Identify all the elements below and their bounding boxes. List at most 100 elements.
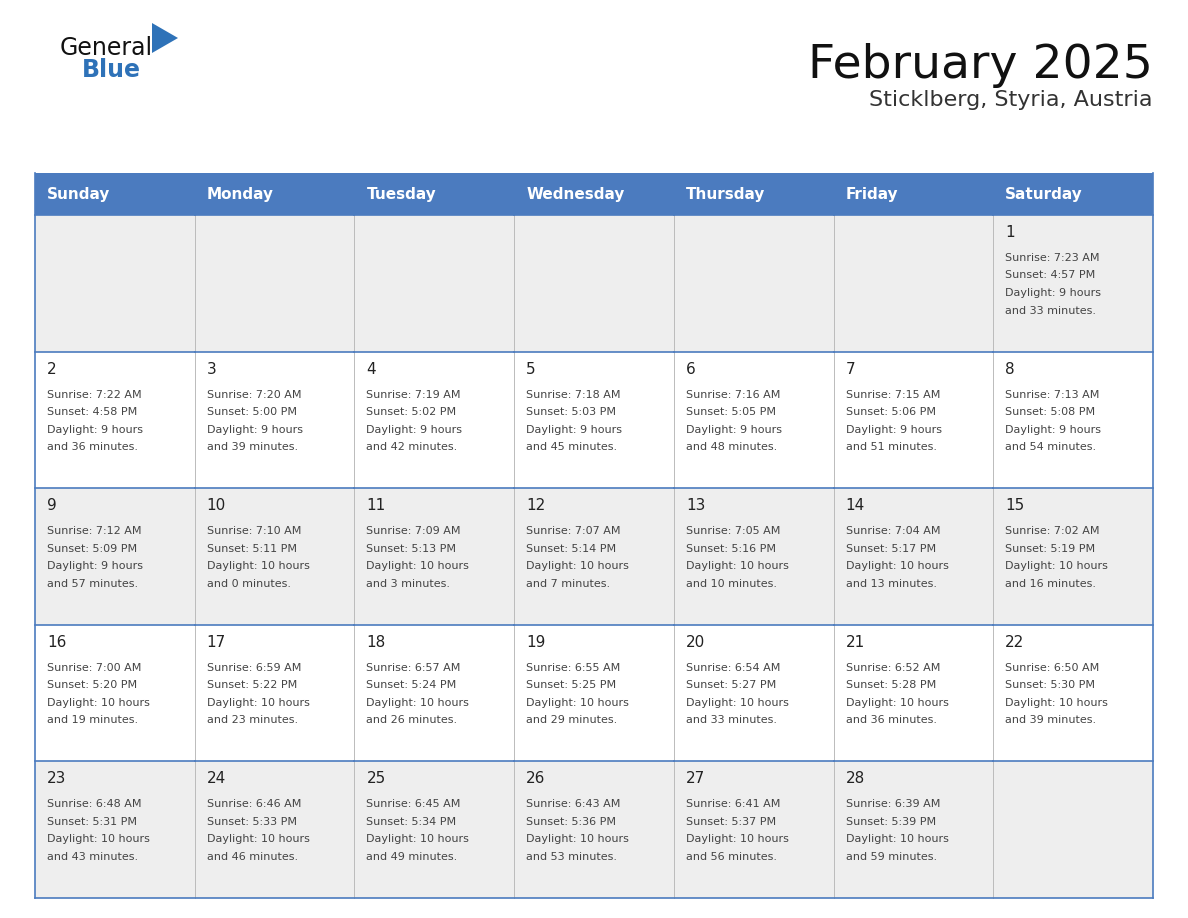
Text: Daylight: 10 hours: Daylight: 10 hours [207, 834, 310, 845]
Text: Daylight: 10 hours: Daylight: 10 hours [685, 834, 789, 845]
Text: Saturday: Saturday [1005, 186, 1083, 201]
Bar [354, 352, 514, 488]
Text: Daylight: 10 hours: Daylight: 10 hours [207, 561, 310, 571]
Text: Daylight: 9 hours: Daylight: 9 hours [846, 425, 942, 434]
Text: Sunset: 5:39 PM: Sunset: 5:39 PM [846, 817, 936, 827]
Text: Sunrise: 7:10 AM: Sunrise: 7:10 AM [207, 526, 301, 536]
Bar [34, 761, 195, 898]
Bar [195, 173, 354, 215]
Text: 11: 11 [366, 498, 386, 513]
Bar [834, 761, 993, 898]
Text: and 19 minutes.: and 19 minutes. [48, 715, 138, 725]
Text: Sunrise: 7:19 AM: Sunrise: 7:19 AM [366, 389, 461, 399]
Bar [195, 215, 354, 352]
Text: and 49 minutes.: and 49 minutes. [366, 852, 457, 862]
Text: 14: 14 [846, 498, 865, 513]
Bar [993, 625, 1154, 761]
Text: and 53 minutes.: and 53 minutes. [526, 852, 617, 862]
Bar [354, 488, 514, 625]
Text: and 36 minutes.: and 36 minutes. [846, 715, 936, 725]
Text: and 0 minutes.: and 0 minutes. [207, 578, 291, 588]
Text: Sunrise: 7:00 AM: Sunrise: 7:00 AM [48, 663, 141, 673]
Text: Daylight: 10 hours: Daylight: 10 hours [526, 561, 628, 571]
Text: Sunrise: 7:05 AM: Sunrise: 7:05 AM [685, 526, 781, 536]
Text: and 39 minutes.: and 39 minutes. [207, 442, 298, 452]
Bar [354, 761, 514, 898]
Text: Monday: Monday [207, 186, 273, 201]
Text: Sunset: 5:00 PM: Sunset: 5:00 PM [207, 407, 297, 417]
Text: 16: 16 [48, 635, 67, 650]
Text: and 46 minutes.: and 46 minutes. [207, 852, 298, 862]
Text: 9: 9 [48, 498, 57, 513]
Text: and 56 minutes.: and 56 minutes. [685, 852, 777, 862]
Text: Sunset: 5:05 PM: Sunset: 5:05 PM [685, 407, 776, 417]
Text: Daylight: 10 hours: Daylight: 10 hours [366, 698, 469, 708]
Text: Daylight: 10 hours: Daylight: 10 hours [366, 834, 469, 845]
Text: and 42 minutes.: and 42 minutes. [366, 442, 457, 452]
Text: Daylight: 10 hours: Daylight: 10 hours [526, 698, 628, 708]
Text: 25: 25 [366, 771, 386, 787]
Text: Sunset: 4:57 PM: Sunset: 4:57 PM [1005, 271, 1095, 281]
Bar [993, 488, 1154, 625]
Text: Sunrise: 6:48 AM: Sunrise: 6:48 AM [48, 800, 141, 810]
Text: 8: 8 [1005, 362, 1015, 376]
Text: Sunday: Sunday [48, 186, 110, 201]
Bar [195, 625, 354, 761]
Text: Sunrise: 6:39 AM: Sunrise: 6:39 AM [846, 800, 940, 810]
Bar [514, 215, 674, 352]
Text: and 26 minutes.: and 26 minutes. [366, 715, 457, 725]
Bar [993, 352, 1154, 488]
Bar [674, 215, 834, 352]
Text: Sunrise: 6:43 AM: Sunrise: 6:43 AM [526, 800, 620, 810]
Text: 5: 5 [526, 362, 536, 376]
Text: Sunset: 5:34 PM: Sunset: 5:34 PM [366, 817, 456, 827]
Bar [354, 173, 514, 215]
Text: Daylight: 9 hours: Daylight: 9 hours [526, 425, 623, 434]
Text: Sunset: 5:20 PM: Sunset: 5:20 PM [48, 680, 137, 690]
Text: Sunrise: 6:46 AM: Sunrise: 6:46 AM [207, 800, 301, 810]
Bar [674, 173, 834, 215]
Bar [674, 352, 834, 488]
Bar [195, 352, 354, 488]
Bar [993, 173, 1154, 215]
Text: 12: 12 [526, 498, 545, 513]
Text: Blue: Blue [82, 58, 141, 82]
Text: Sunrise: 6:50 AM: Sunrise: 6:50 AM [1005, 663, 1100, 673]
Bar [993, 215, 1154, 352]
Text: Daylight: 9 hours: Daylight: 9 hours [366, 425, 462, 434]
Text: Sunset: 5:37 PM: Sunset: 5:37 PM [685, 817, 776, 827]
Text: Sunrise: 7:15 AM: Sunrise: 7:15 AM [846, 389, 940, 399]
Bar [34, 215, 195, 352]
Bar [834, 173, 993, 215]
Text: General: General [61, 36, 153, 60]
Text: Daylight: 10 hours: Daylight: 10 hours [48, 834, 150, 845]
Text: February 2025: February 2025 [808, 43, 1154, 88]
Bar [674, 488, 834, 625]
Text: and 36 minutes.: and 36 minutes. [48, 442, 138, 452]
Text: Sunset: 5:36 PM: Sunset: 5:36 PM [526, 817, 617, 827]
Text: Daylight: 10 hours: Daylight: 10 hours [846, 698, 948, 708]
Bar [34, 352, 195, 488]
Text: Sunrise: 6:57 AM: Sunrise: 6:57 AM [366, 663, 461, 673]
Text: Daylight: 9 hours: Daylight: 9 hours [1005, 288, 1101, 298]
Text: Sunset: 5:24 PM: Sunset: 5:24 PM [366, 680, 456, 690]
Text: Sunrise: 6:59 AM: Sunrise: 6:59 AM [207, 663, 301, 673]
Bar [674, 761, 834, 898]
Text: Sunset: 5:31 PM: Sunset: 5:31 PM [48, 817, 137, 827]
Bar [834, 215, 993, 352]
Text: and 59 minutes.: and 59 minutes. [846, 852, 936, 862]
Text: and 45 minutes.: and 45 minutes. [526, 442, 618, 452]
Text: and 51 minutes.: and 51 minutes. [846, 442, 936, 452]
Text: 3: 3 [207, 362, 216, 376]
Text: Sunrise: 7:22 AM: Sunrise: 7:22 AM [48, 389, 141, 399]
Bar [354, 215, 514, 352]
Text: 23: 23 [48, 771, 67, 787]
Text: Sunset: 5:25 PM: Sunset: 5:25 PM [526, 680, 617, 690]
Bar [195, 761, 354, 898]
Text: 15: 15 [1005, 498, 1024, 513]
Text: Sunrise: 6:55 AM: Sunrise: 6:55 AM [526, 663, 620, 673]
Text: 18: 18 [366, 635, 386, 650]
Text: Daylight: 9 hours: Daylight: 9 hours [48, 561, 143, 571]
Text: Sunrise: 6:54 AM: Sunrise: 6:54 AM [685, 663, 781, 673]
Text: 22: 22 [1005, 635, 1024, 650]
